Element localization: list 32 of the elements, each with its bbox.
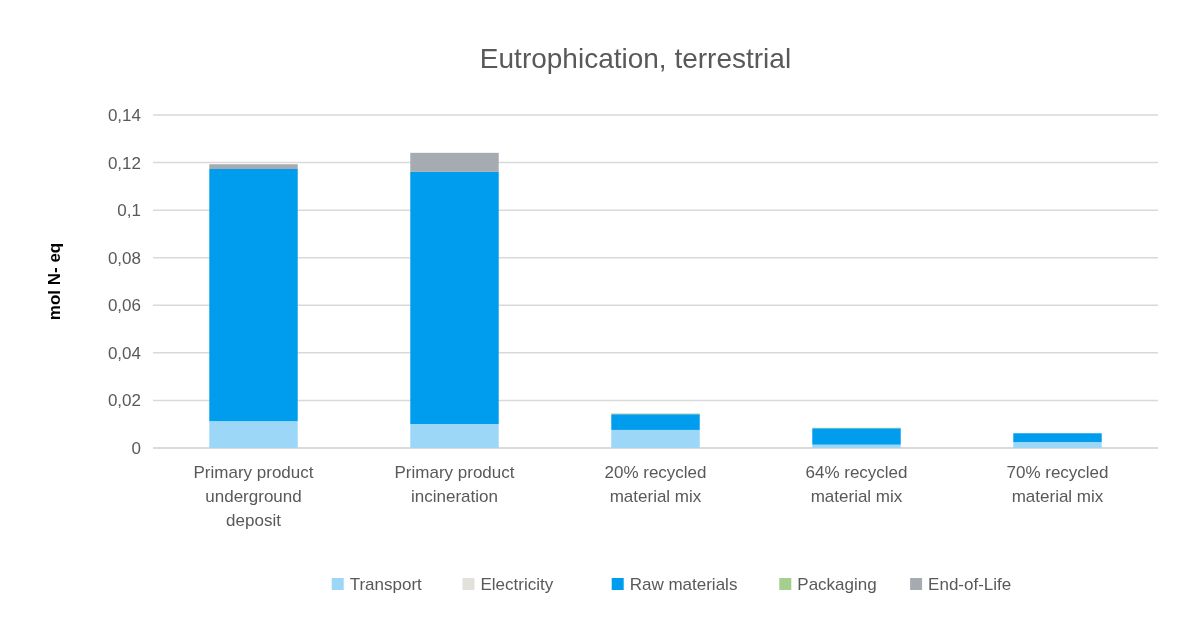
bar: [410, 423, 499, 448]
bar: [1013, 433, 1102, 443]
y-tick-label: 0,1: [117, 201, 141, 221]
x-tick-label: 70% recycled material mix: [1006, 463, 1109, 506]
x-tick-label: 64% recycled material mix: [805, 463, 908, 506]
bar: [611, 429, 700, 448]
bar: [410, 152, 499, 172]
bar: [611, 414, 700, 430]
bar: [812, 428, 901, 445]
bar: [410, 171, 499, 424]
y-tick-label: 0: [131, 438, 141, 458]
bar: [209, 421, 298, 448]
y-tick-label: 0,04: [107, 343, 141, 363]
y-tick-label: 0,12: [107, 153, 141, 173]
x-tick-label: 20% recycled material mix: [604, 463, 707, 506]
y-tick-label: 0,08: [107, 248, 141, 268]
x-tick-label: Primary product incineration: [394, 463, 515, 506]
legend-label: Transport: [349, 575, 423, 594]
legend-label: Raw materials: [629, 575, 738, 594]
bar: [812, 444, 901, 448]
y-axis-title: mol N- eq: [45, 242, 64, 321]
bar: [1013, 442, 1102, 448]
bar: [209, 168, 298, 422]
y-tick-label: 0,02: [107, 391, 141, 411]
y-tick-label: 0,14: [107, 105, 141, 125]
x-tick-label: Primary product underground deposit: [193, 463, 314, 530]
legend-label: Electricity: [480, 575, 554, 594]
chart-title: Eutrophication, terrestrial: [479, 43, 792, 74]
legend-label: Packaging: [797, 575, 877, 594]
legend-label: End-of-Life: [928, 575, 1012, 594]
bar: [209, 164, 298, 169]
y-tick-label: 0,06: [107, 296, 141, 316]
